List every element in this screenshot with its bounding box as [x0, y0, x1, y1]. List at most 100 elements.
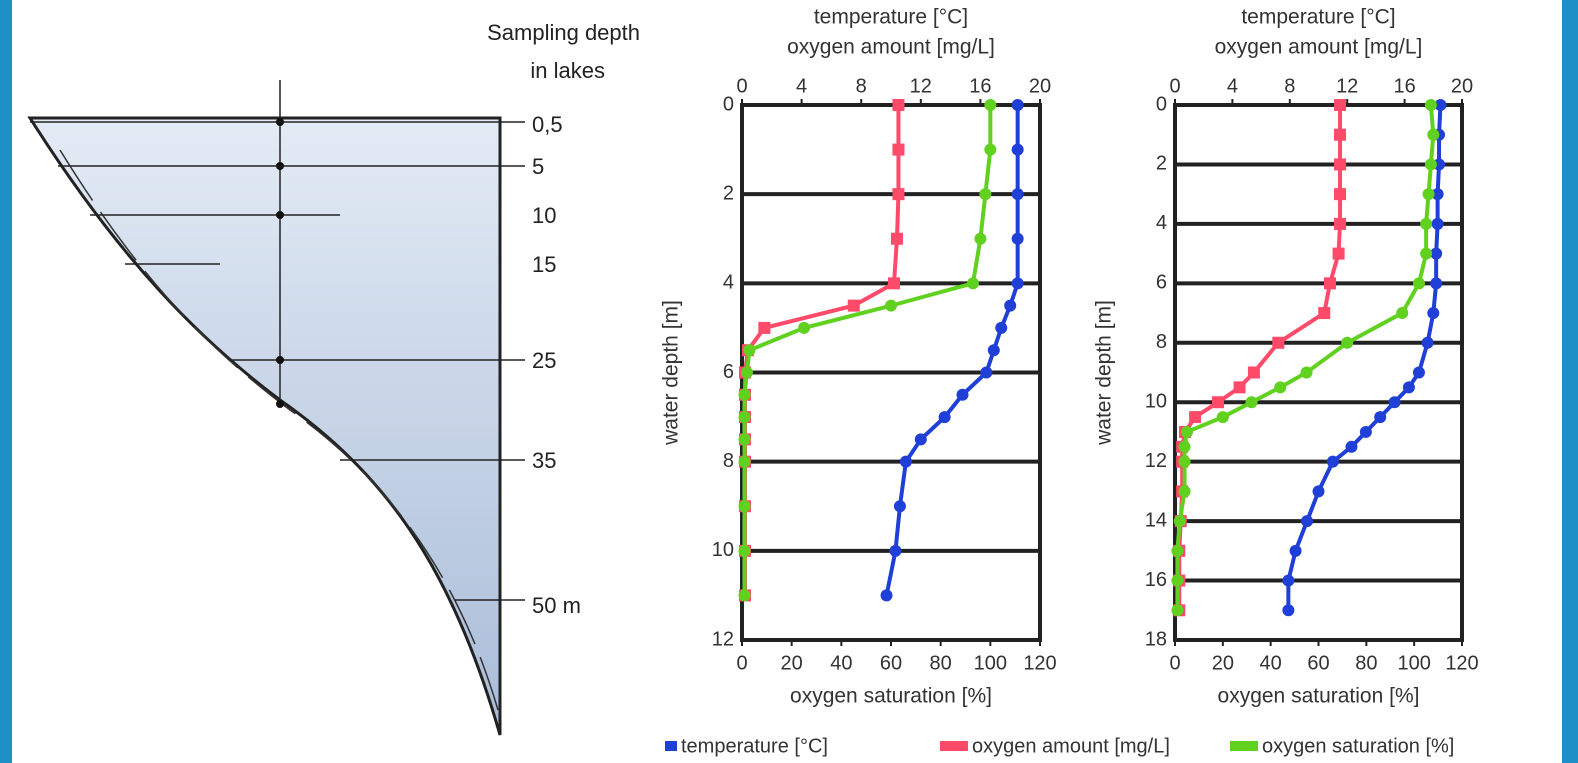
series-line: [742, 105, 993, 596]
depth-label: 15: [532, 252, 556, 277]
x-tick-label-top: 12: [1336, 75, 1358, 97]
series-line: [1175, 104, 1436, 611]
x2-tick-label: 20: [1212, 652, 1234, 674]
point: [743, 344, 756, 357]
x2-tick-label: 0: [1169, 652, 1180, 674]
x-tick-label-top: 12: [910, 75, 932, 97]
point: [1334, 158, 1347, 171]
series-line: [1177, 105, 1343, 611]
point: [1212, 396, 1225, 409]
lake-profile: [27, 116, 502, 736]
x2-tick-label: 60: [1307, 652, 1329, 674]
x2-tick-label: 0: [736, 652, 747, 674]
legend-label: oxygen amount [mg/L]: [972, 735, 1170, 757]
point: [984, 99, 997, 111]
point: [892, 99, 905, 111]
x2-tick-label: 80: [1355, 652, 1377, 674]
legend-label: temperature [°C]: [681, 735, 828, 757]
point: [1345, 440, 1358, 453]
x-tick-label-top: 0: [1169, 75, 1180, 97]
point: [758, 321, 771, 334]
series-line: [884, 105, 1020, 596]
plot-frame: [1173, 103, 1464, 642]
point: [1011, 143, 1024, 156]
x2-axis-label: oxygen saturation [%]: [790, 685, 992, 708]
x2-tick-label: 40: [830, 652, 852, 674]
x2-tick-label: 120: [1023, 652, 1056, 674]
point: [1178, 455, 1191, 468]
point: [1388, 396, 1401, 409]
point: [1011, 99, 1024, 111]
point: [1312, 485, 1325, 498]
point: [1171, 604, 1184, 617]
point: [1189, 411, 1202, 424]
series-line: [742, 105, 901, 596]
depth-label: 35: [532, 448, 556, 473]
point: [984, 143, 997, 156]
y-tick-label: 12: [1145, 450, 1167, 472]
y-tick-label: 0: [723, 93, 734, 115]
y-axis-label: water depth [m]: [1093, 300, 1116, 446]
point: [938, 411, 951, 424]
point: [1011, 232, 1024, 245]
x-axis-label-top: oxygen amount [mg/L]: [1215, 36, 1423, 59]
point: [899, 455, 912, 468]
point: [1334, 188, 1347, 201]
diagram-title: Sampling depth: [487, 20, 640, 45]
x2-tick-label: 80: [930, 652, 952, 674]
depth-label: 25: [532, 348, 556, 373]
point: [847, 299, 860, 312]
depth-label: 10: [532, 203, 556, 228]
legend-label: oxygen saturation [%]: [1262, 735, 1454, 757]
point: [1431, 217, 1444, 230]
point: [1402, 381, 1415, 394]
x2-tick-label: 100: [974, 652, 1007, 674]
point: [1334, 128, 1347, 141]
y-tick-label: 6: [1156, 272, 1167, 294]
x-tick-label-top: 0: [736, 75, 747, 97]
point: [995, 321, 1008, 334]
point: [1434, 99, 1447, 111]
point: [1301, 515, 1314, 528]
point: [1424, 158, 1437, 171]
point: [880, 589, 893, 602]
point: [1245, 396, 1258, 409]
point: [1272, 336, 1285, 349]
point: [740, 366, 753, 379]
edge-bar: [0, 0, 12, 763]
point: [1171, 574, 1184, 587]
x2-tick-label: 20: [781, 652, 803, 674]
depth-label: 50 m: [532, 593, 581, 618]
point: [1431, 188, 1444, 201]
point: [892, 188, 905, 201]
x-axis-label-top: oxygen amount [mg/L]: [787, 36, 995, 59]
y-tick-label: 16: [1145, 569, 1167, 591]
y-tick-label: 10: [712, 539, 734, 561]
point: [885, 299, 897, 312]
point: [979, 188, 992, 201]
point: [1171, 544, 1184, 557]
point: [738, 589, 751, 602]
x-tick-label-top: 4: [796, 75, 807, 97]
point: [980, 366, 993, 379]
point: [1420, 247, 1433, 260]
diagram-title: in lakes: [530, 58, 605, 83]
x2-tick-label: 40: [1260, 652, 1282, 674]
point: [1332, 247, 1345, 260]
depth-label: 0,5: [532, 112, 563, 137]
y-tick-label: 14: [1145, 509, 1167, 531]
point: [974, 232, 987, 245]
point: [889, 544, 902, 557]
point: [738, 500, 751, 513]
point: [887, 277, 900, 290]
point: [1412, 277, 1425, 290]
x-tick-label-top: 4: [1227, 75, 1238, 97]
point: [1173, 515, 1186, 528]
point: [738, 411, 751, 424]
point: [738, 455, 751, 468]
point: [1412, 366, 1425, 379]
sample-points: [276, 118, 284, 408]
point: [1318, 307, 1331, 320]
y-tick-label: 2: [1156, 153, 1167, 175]
